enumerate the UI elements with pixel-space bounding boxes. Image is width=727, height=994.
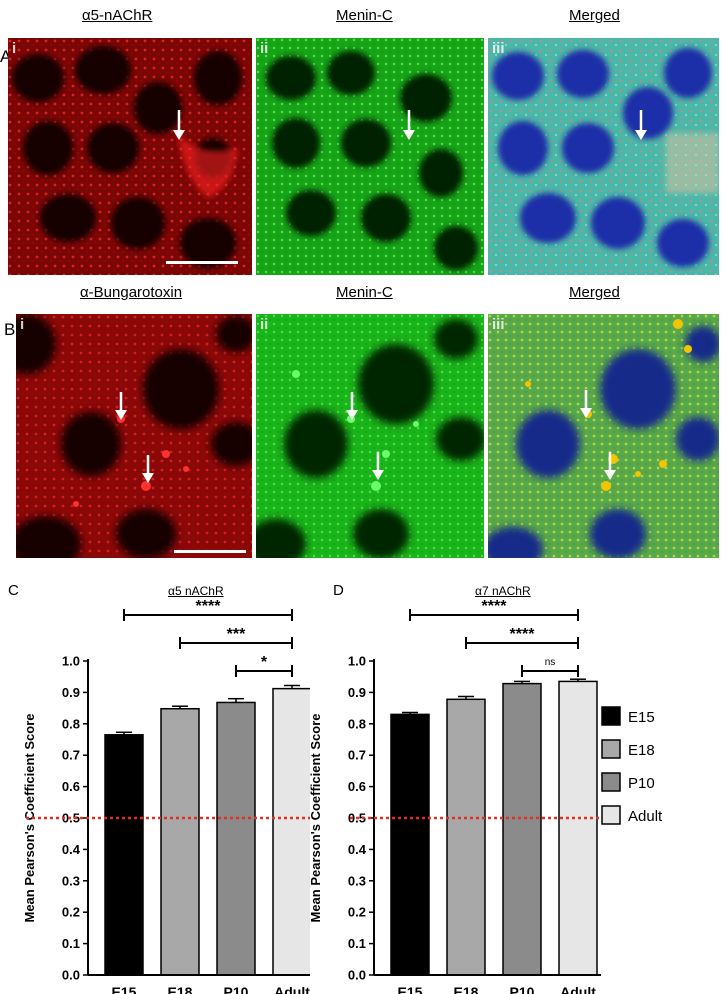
y-tick-label: 0.1 — [348, 936, 366, 951]
legend-swatch — [601, 772, 621, 792]
y-tick-label: 0.8 — [348, 716, 366, 731]
bar-e18 — [446, 698, 486, 976]
subpanel-label-b-ii: ii — [260, 316, 269, 333]
bar-e15 — [390, 713, 430, 976]
x-tick-label: E18 — [168, 984, 193, 994]
y-tick-label: 0.9 — [348, 685, 366, 700]
x-tick-label: Adult — [560, 984, 596, 994]
panel-letter-d: D — [333, 582, 344, 599]
micrograph-a-iii — [488, 38, 719, 275]
bar-adult — [272, 687, 310, 976]
x-tick-label: Adult — [274, 984, 310, 994]
column-title-a-bungarotoxin: α-Bungarotoxin — [80, 284, 183, 301]
column-title-merged-b: Merged — [569, 284, 620, 301]
significance-label: **** — [482, 598, 508, 615]
y-tick-label: 1.0 — [62, 654, 80, 669]
significance-label: ns — [545, 657, 556, 668]
y-tick-label: 0.7 — [348, 748, 366, 763]
y-tick-label: 0.6 — [348, 779, 366, 794]
y-tick-label: 0.0 — [62, 968, 80, 983]
y-tick-label: 0.3 — [348, 873, 366, 888]
y-tick-label: 1.0 — [348, 654, 366, 669]
y-axis-label: Mean Pearson's Coefficient Score — [22, 714, 37, 923]
y-tick-label: 0.1 — [62, 936, 80, 951]
scale-bar — [174, 550, 246, 553]
bar-e18 — [160, 707, 200, 976]
x-tick-label: P10 — [224, 984, 249, 994]
legend-label: E15 — [628, 709, 655, 726]
y-tick-label: 0.8 — [62, 716, 80, 731]
micrograph-b-ii — [256, 314, 484, 558]
y-axis-label: Mean Pearson's Coefficient Score — [308, 714, 323, 923]
legend-label: E18 — [628, 742, 655, 759]
panel-letter-c: C — [8, 582, 19, 599]
micrograph-a-i-image — [8, 38, 252, 275]
legend-swatch — [601, 739, 621, 759]
significance-label: **** — [196, 598, 222, 615]
chart-title-c: α5 nAChR — [168, 584, 224, 598]
bar-p10 — [502, 682, 542, 976]
y-tick-label: 0.9 — [62, 685, 80, 700]
x-tick-label: P10 — [510, 984, 535, 994]
legend-label: P10 — [628, 775, 655, 792]
subpanel-label-b-i: i — [20, 316, 25, 333]
x-tick-label: E18 — [454, 984, 479, 994]
column-title-a5-nachr: α5-nAChR — [82, 7, 153, 24]
y-tick-label: 0.0 — [348, 968, 366, 983]
bar-adult — [558, 680, 598, 976]
bar-e15 — [104, 734, 144, 976]
significance-label: * — [261, 654, 268, 671]
x-tick-label: E15 — [398, 984, 423, 994]
y-tick-label: 0.2 — [348, 905, 366, 920]
micrograph-a-i — [8, 38, 252, 275]
micrograph-b-i — [16, 314, 252, 558]
x-tick-label: E15 — [112, 984, 137, 994]
y-tick-label: 0.3 — [62, 873, 80, 888]
chart-title-d: α7 nAChR — [475, 584, 531, 598]
column-title-merged: Merged — [569, 7, 620, 24]
subpanel-label-a-iii: iii — [492, 40, 505, 57]
bar-p10 — [216, 701, 256, 976]
bar-chart-c: Mean Pearson's Coefficient Score 0.0 0.1 0.… — [22, 598, 310, 994]
significance-label: *** — [227, 626, 246, 643]
legend-swatch — [601, 805, 621, 825]
scale-bar — [166, 261, 238, 264]
y-tick-label: 0.6 — [62, 779, 80, 794]
y-tick-label: 0.4 — [348, 842, 367, 857]
micrograph-b-ii-image — [256, 314, 484, 558]
micrograph-b-i-image — [16, 314, 252, 558]
panel-letter-b: B — [4, 320, 16, 339]
y-tick-label: 0.4 — [62, 842, 81, 857]
micrograph-b-iii-image — [488, 314, 719, 558]
micrograph-a-iii-image — [488, 38, 719, 275]
column-title-menin-c: Menin-C — [336, 7, 393, 24]
micrograph-a-ii-image — [256, 38, 484, 275]
legend-swatch — [601, 706, 621, 726]
micrograph-a-ii — [256, 38, 484, 275]
micrograph-b-iii — [488, 314, 719, 558]
panel-letter-a: A — [0, 47, 12, 66]
significance-label: **** — [510, 626, 536, 643]
subpanel-label-a-i: i — [12, 40, 17, 57]
bar-chart-d: Mean Pearson's Coefficient Score 0.0 0.1 0.… — [308, 598, 663, 994]
y-tick-label: 0.7 — [62, 748, 80, 763]
subpanel-label-b-iii: iii — [492, 316, 505, 333]
column-title-menin-c-b: Menin-C — [336, 284, 393, 301]
y-tick-label: 0.2 — [62, 905, 80, 920]
legend-label: Adult — [628, 808, 663, 825]
subpanel-label-a-ii: ii — [260, 40, 269, 57]
